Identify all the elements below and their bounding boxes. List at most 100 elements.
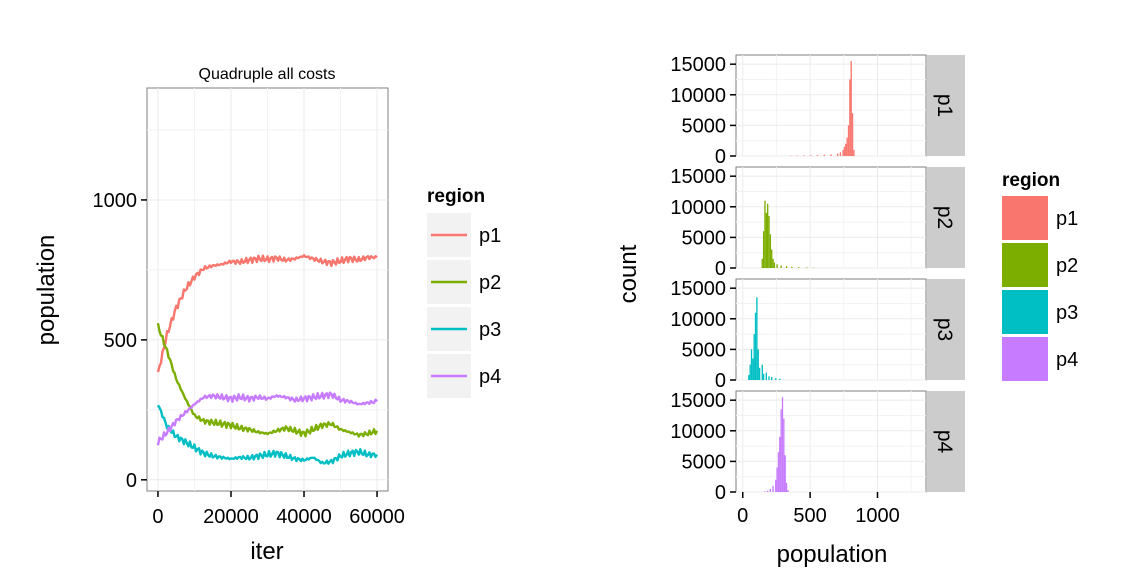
histogram-bar	[784, 455, 786, 492]
histogram-bar	[846, 137, 848, 156]
histogram-bar	[803, 155, 805, 156]
histogram-bar	[753, 334, 755, 380]
histogram-legend-title: region	[1002, 170, 1060, 191]
facet-p2: 0 5000 10000 15000 p2	[670, 166, 965, 280]
histogram-bar	[748, 375, 750, 380]
legend-label-p2: p2	[479, 272, 501, 294]
facet-panel	[735, 54, 927, 157]
legend-key-p4	[1000, 335, 1050, 383]
legend-key-p3	[1000, 288, 1050, 336]
histogram-bar	[766, 203, 769, 268]
histogram-bar	[771, 249, 773, 268]
histogram-bar	[779, 378, 781, 380]
series-line-p1	[156, 254, 378, 373]
histogram-bar	[758, 367, 761, 380]
histogram-bar	[783, 418, 785, 492]
histogram-bar	[762, 231, 765, 268]
histogram-bar	[843, 146, 846, 156]
histogram-bar	[757, 349, 759, 380]
x-tick-label: 0	[737, 505, 748, 527]
y-tick-label: 5000	[682, 227, 727, 249]
line-chart-legend-title: region	[427, 186, 485, 207]
histogram-bar	[765, 372, 767, 380]
histogram-bar	[769, 234, 772, 268]
histogram-bar	[765, 212, 767, 268]
facet-strip-label: p3	[933, 318, 956, 341]
y-tick-label: 15000	[670, 54, 726, 76]
legend-label-p4: p4	[1056, 349, 1078, 371]
histogram-bar	[773, 262, 776, 268]
x-tick-label: 60000	[349, 506, 405, 528]
histogram-bar	[768, 215, 770, 268]
histogram-legend: region p1 p2 p3 p4	[1000, 170, 1078, 383]
facet-strip	[927, 167, 965, 268]
facet-strip	[927, 279, 965, 380]
y-tick-label: 10000	[670, 85, 726, 107]
line-chart-gridlines	[147, 88, 388, 491]
histogram-bar	[850, 61, 852, 157]
histogram-bar	[791, 266, 793, 268]
histogram-x-ticks: 0 500 1000	[737, 492, 900, 527]
facet-strip-label: p1	[933, 94, 956, 117]
histogram-bar	[779, 436, 781, 492]
y-tick-label: 15000	[670, 166, 726, 188]
facet-p3: 0 5000 10000 15000 p3	[670, 278, 965, 392]
x-tick-label: 500	[793, 505, 826, 527]
y-tick-label: 10000	[670, 309, 726, 331]
histogram-bar	[761, 364, 763, 380]
line-chart-ticks: 0 20000 40000 60000 0 500 1000	[93, 190, 405, 528]
legend-label-p3: p3	[1056, 302, 1078, 324]
y-tick-label: 10000	[670, 421, 726, 443]
y-tick-label: 5000	[682, 115, 727, 137]
legend-label-p1: p1	[1056, 208, 1078, 230]
histogram-bar	[750, 349, 753, 380]
facet-panel	[735, 278, 927, 381]
legend-label-p4: p4	[479, 366, 501, 388]
histogram-bar	[769, 488, 772, 492]
histogram-bar	[764, 491, 766, 492]
line-chart-legend: region p1 p2 p3 p4	[425, 186, 501, 400]
y-tick-label: 15000	[670, 278, 726, 300]
y-tick-label: 1000	[93, 190, 138, 212]
histogram-bar	[762, 373, 765, 380]
histogram-bar	[851, 113, 854, 156]
histogram-bar	[772, 485, 774, 492]
histogram-bar	[749, 364, 751, 380]
histogram-chart: 0 5000 10000 15000 p1 0 5000 10000 15000 p2 0 5000 1…	[615, 54, 1078, 568]
y-tick-label: 15000	[670, 390, 726, 412]
y-tick-label: 0	[715, 146, 726, 168]
facet-strip	[927, 55, 965, 156]
histogram-bar	[849, 79, 851, 156]
histogram-xlabel: population	[777, 541, 888, 568]
facet-strip-label: p4	[933, 430, 956, 454]
histogram-bar	[830, 154, 832, 156]
line-chart-series	[156, 254, 379, 465]
legend-key-p1	[1000, 194, 1050, 242]
facet-strip	[927, 391, 965, 492]
histogram-bar	[756, 297, 758, 380]
line-chart-title: Quadruple all costs	[199, 66, 336, 83]
histogram-bar	[797, 267, 800, 268]
histogram-bar	[787, 490, 789, 492]
y-tick-label: 0	[126, 470, 137, 492]
histogram-bar	[775, 479, 777, 492]
legend-label-p2: p2	[1056, 255, 1078, 277]
series-line-p3	[156, 404, 379, 465]
histogram-bar	[847, 125, 850, 156]
histogram-bar	[780, 409, 782, 492]
y-tick-label: 0	[715, 258, 726, 280]
histogram-bar	[768, 376, 770, 380]
histogram-bar	[781, 397, 784, 492]
histogram-bar	[816, 155, 819, 156]
histogram-bar	[777, 452, 780, 492]
histogram-bar	[823, 154, 825, 156]
histogram-ylabel: count	[615, 244, 642, 303]
line-chart-xlabel: iter	[250, 538, 283, 565]
y-tick-label: 5000	[682, 339, 727, 361]
histogram-bar	[754, 312, 757, 380]
histogram-bar	[771, 376, 773, 380]
legend-label-p1: p1	[479, 225, 501, 247]
histogram-bar	[810, 155, 812, 156]
facet-strip-label: p2	[933, 206, 956, 229]
